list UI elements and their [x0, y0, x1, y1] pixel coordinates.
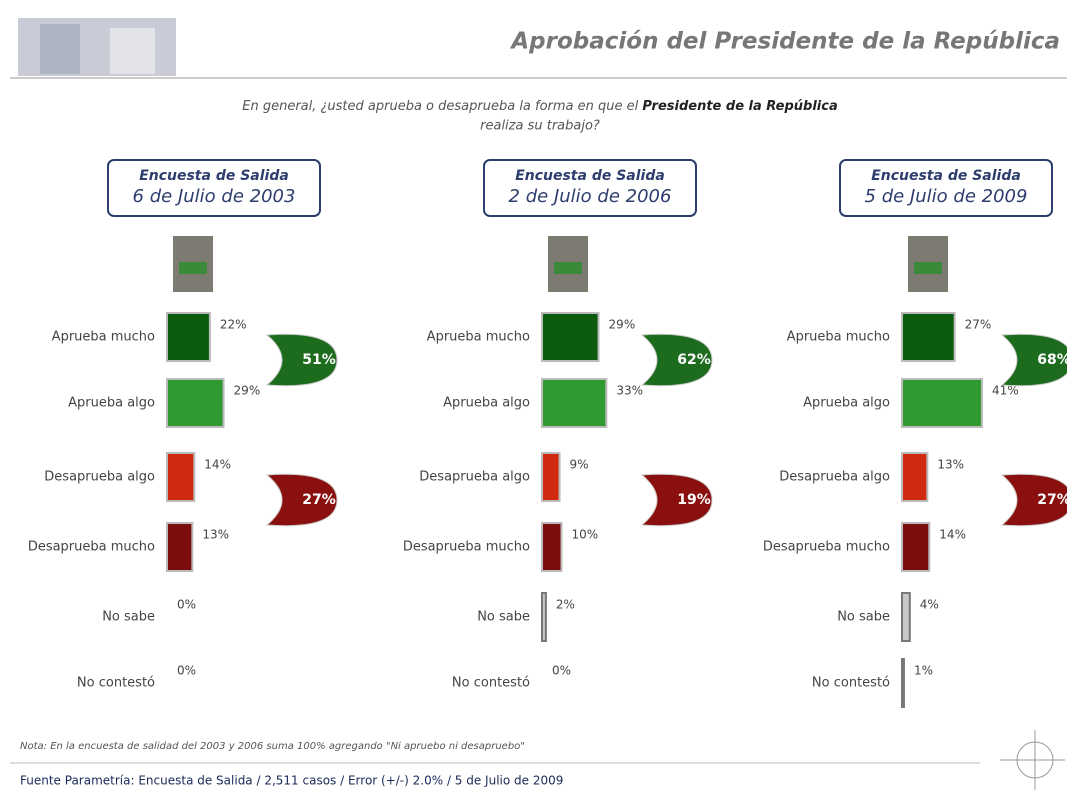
bar: [902, 593, 910, 641]
value-label: 0%: [177, 598, 196, 612]
bar: [902, 313, 955, 361]
value-label: 13%: [202, 528, 229, 542]
value-label: 0%: [177, 664, 196, 678]
value-label: 29%: [234, 384, 261, 398]
value-label: 14%: [939, 528, 966, 542]
question-part: Presidente de la República: [642, 99, 837, 114]
bar: [167, 379, 224, 427]
portrait-sash: [914, 262, 942, 274]
bar: [542, 379, 606, 427]
category-label: Desaprueba mucho: [28, 540, 155, 555]
question: realiza su trabajo?: [480, 119, 600, 134]
page: {"header": {"title": "Aprobación del Pre…: [0, 0, 1067, 794]
value-label: 22%: [220, 318, 247, 332]
value-label: 14%: [204, 458, 231, 472]
value-label: 10%: [572, 528, 599, 542]
category-label: Aprueba algo: [68, 396, 155, 411]
total-label: 27%: [1037, 492, 1067, 508]
value-label: 9%: [570, 458, 589, 472]
category-label: Aprueba mucho: [427, 330, 530, 345]
page-title: Aprobación del Presidente de la Repúblic…: [509, 29, 1060, 55]
value-label: 13%: [937, 458, 964, 472]
category-label: Desaprueba mucho: [403, 540, 530, 555]
category-label: Desaprueba mucho: [763, 540, 890, 555]
category-label: Aprueba algo: [803, 396, 890, 411]
chart-subtitle: 5 de Julio de 2009: [865, 186, 1028, 207]
slide: Aprobación del Presidente de la Repúblic…: [0, 0, 1067, 794]
chart-subtitle: 6 de Julio de 2003: [133, 186, 296, 207]
header-photo-detail: [40, 24, 80, 74]
bar: [167, 313, 210, 361]
header-photo-detail: [110, 28, 155, 74]
bar: [167, 523, 192, 571]
portrait-sash: [179, 262, 207, 274]
total-label: 27%: [302, 492, 336, 508]
value-label: 1%: [914, 664, 933, 678]
value-label: 0%: [552, 664, 571, 678]
total-label: 68%: [1037, 352, 1067, 368]
category-label: No contestó: [812, 676, 890, 691]
total-label: 19%: [677, 492, 711, 508]
value-label: 2%: [556, 598, 575, 612]
question-part: En general, ¿usted aprueba o desaprueba …: [242, 99, 642, 114]
bar: [542, 523, 562, 571]
bar: [902, 379, 982, 427]
portrait-sash: [554, 262, 582, 274]
bar: [902, 523, 929, 571]
value-label: 27%: [965, 318, 992, 332]
question: En general, ¿usted aprueba o desaprueba …: [242, 99, 837, 114]
category-label: No contestó: [452, 676, 530, 691]
value-label: 29%: [609, 318, 636, 332]
chart-title: Encuesta de Salida: [139, 168, 289, 184]
chart-title: Encuesta de Salida: [515, 168, 665, 184]
bar: [167, 453, 194, 501]
category-label: No sabe: [102, 610, 155, 625]
category-label: Aprueba algo: [443, 396, 530, 411]
category-label: Desaprueba algo: [44, 470, 155, 485]
category-label: No contestó: [77, 676, 155, 691]
chart-subtitle: 2 de Julio de 2006: [509, 186, 672, 207]
category-label: Desaprueba algo: [419, 470, 530, 485]
category-label: Desaprueba algo: [779, 470, 890, 485]
note: Nota: En la encuesta de salidad del 2003…: [20, 741, 525, 752]
chart-title: Encuesta de Salida: [871, 168, 1021, 184]
category-label: Aprueba mucho: [52, 330, 155, 345]
category-label: Aprueba mucho: [787, 330, 890, 345]
category-label: No sabe: [477, 610, 530, 625]
bar: [542, 593, 546, 641]
source: Fuente Parametría: Encuesta de Salida / …: [20, 774, 563, 788]
bar: [902, 453, 927, 501]
bar: [902, 659, 904, 707]
total-label: 62%: [677, 352, 711, 368]
bar: [542, 313, 599, 361]
total-label: 51%: [302, 352, 336, 368]
value-label: 4%: [920, 598, 939, 612]
value-label: 33%: [616, 384, 643, 398]
category-label: No sabe: [837, 610, 890, 625]
bar: [542, 453, 560, 501]
